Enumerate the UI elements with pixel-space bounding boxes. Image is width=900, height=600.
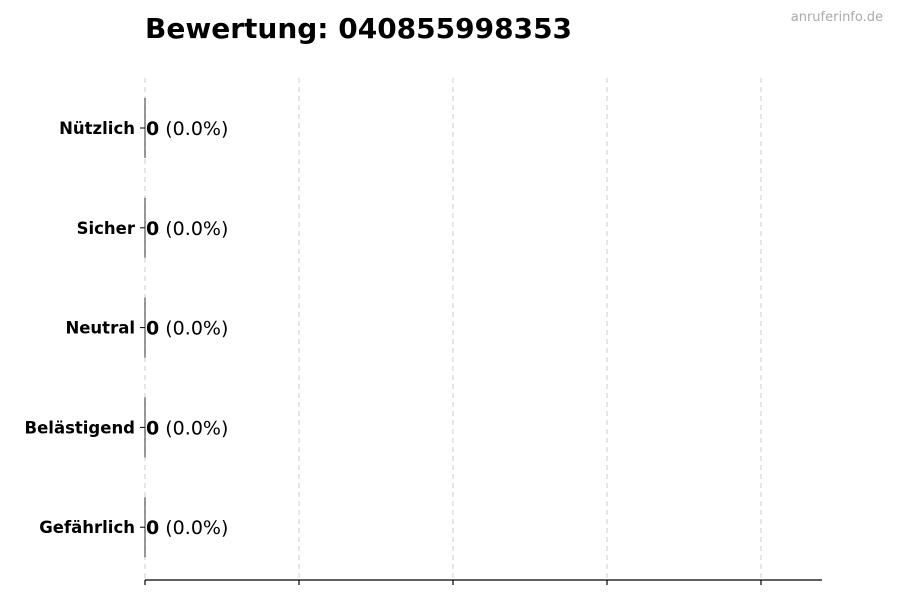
watermark: anruferinfo.de — [790, 10, 883, 25]
data-label: 0 (0.0%) — [146, 417, 228, 439]
data-label-percent: (0.0%) — [159, 318, 228, 340]
data-label-count: 0 — [146, 417, 159, 439]
data-label: 0 (0.0%) — [146, 118, 228, 140]
data-label-count: 0 — [146, 118, 159, 140]
y-tick-label: Gefährlich — [39, 518, 135, 537]
data-label: 0 (0.0%) — [146, 318, 228, 340]
data-label-percent: (0.0%) — [159, 218, 228, 240]
chart-title: Bewertung: 040855998353 — [145, 12, 573, 45]
y-tick-label: Nützlich — [59, 119, 135, 138]
y-tick-label: Sicher — [77, 219, 136, 238]
data-label-percent: (0.0%) — [159, 118, 228, 140]
data-label-count: 0 — [146, 218, 159, 240]
data-label-percent: (0.0%) — [159, 517, 228, 539]
data-label-count: 0 — [146, 318, 159, 340]
data-label-percent: (0.0%) — [159, 417, 228, 439]
data-label: 0 (0.0%) — [146, 218, 228, 240]
y-tick-label: Neutral — [65, 319, 135, 338]
data-label-count: 0 — [146, 517, 159, 539]
y-tick-label: Belästigend — [25, 418, 135, 437]
data-label: 0 (0.0%) — [146, 517, 228, 539]
